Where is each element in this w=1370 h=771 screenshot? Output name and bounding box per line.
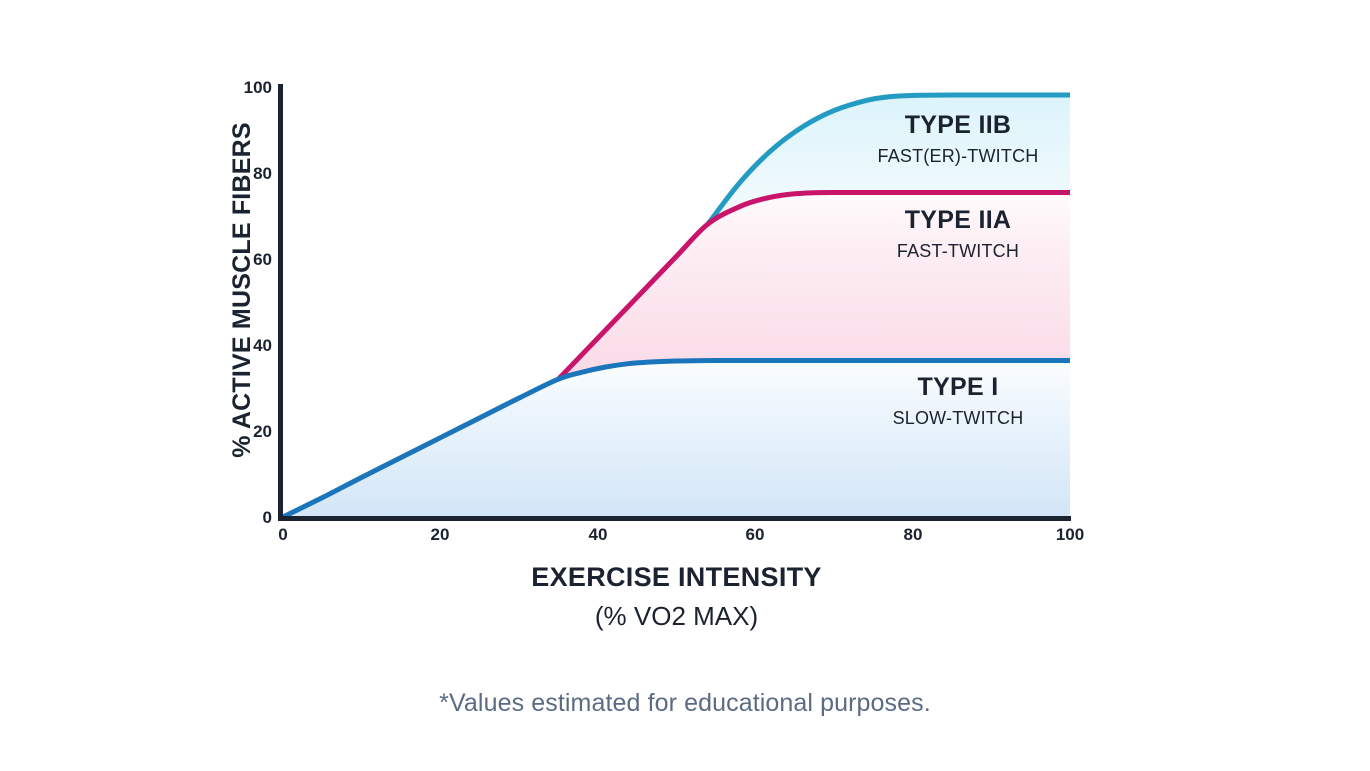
band-label-type-iia: TYPE IIA FAST-TWITCH [828,206,1088,261]
x-tick-20: 20 [430,525,450,544]
y-tick-20: 20 [253,422,272,441]
band-subtitle-type-iia: FAST-TWITCH [896,240,1020,261]
x-axis-title: EXERCISE INTENSITY [531,562,822,592]
x-tick-40: 40 [588,525,608,544]
band-label-type-iib: TYPE IIB FAST(ER)-TWITCH [828,111,1088,166]
y-tick-100: 100 [243,78,272,97]
y-tick-60: 60 [253,250,272,269]
line-type-iia [555,189,1070,382]
x-axis-line [278,516,1071,521]
x-tick-100: 100 [1055,525,1085,544]
area-type-iia [558,192,1070,380]
y-axis-line [278,84,283,521]
band-subtitle-type-iib: FAST(ER)-TWITCH [877,145,1039,166]
chart-svg [283,92,1070,517]
area-type-i [283,360,1070,517]
y-tick-0: 0 [262,508,272,527]
y-axis-tick-labels: 100 80 60 40 20 0 [206,0,272,771]
line-type-i [283,358,1070,517]
band-title-type-iia: TYPE IIA [904,206,1012,234]
y-tick-40: 40 [253,336,272,355]
band-subtitle-type-i: SLOW-TWITCH [892,407,1024,428]
x-axis-tick-labels: 0 20 40 60 80 100 [0,526,1370,556]
x-tick-60: 60 [745,525,765,544]
x-tick-0: 0 [278,525,288,544]
x-axis-subtitle: (% VO2 MAX) [594,601,759,632]
band-title-type-iib: TYPE IIB [904,111,1012,139]
band-title-type-i: TYPE I [917,373,999,401]
y-tick-80: 80 [253,164,272,183]
line-type-iib [705,92,1070,227]
plot-area [283,86,1070,517]
chart-footnote: *Values estimated for educational purpos… [439,689,931,717]
x-axis-title-block: EXERCISE INTENSITY (% VO2 MAX) [283,562,1070,632]
x-tick-80: 80 [903,525,923,544]
band-label-type-i: TYPE I SLOW-TWITCH [828,373,1088,428]
